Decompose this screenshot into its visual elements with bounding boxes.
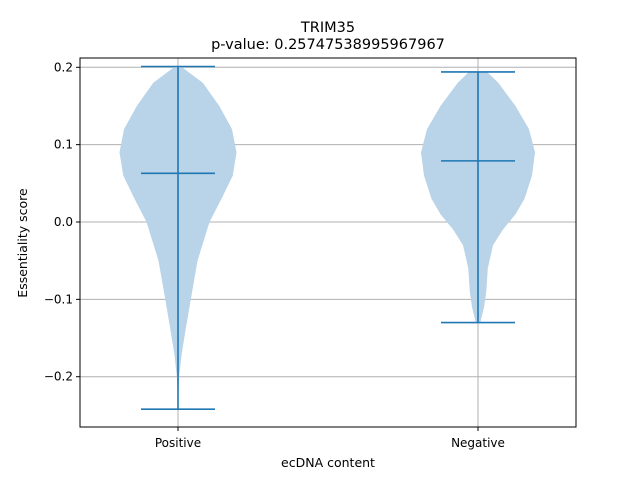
plot-frame <box>79 57 577 428</box>
y-tick-label: 0.2 <box>54 60 73 74</box>
y-tick-label: 0.0 <box>54 215 73 229</box>
chart-title: TRIM35 <box>300 20 355 36</box>
tick-layer: −0.2 −0.1 0.0 0.1 0.2 Positive Negative <box>44 60 505 450</box>
x-axis-label: ecDNA content <box>281 455 375 470</box>
y-tick-label: 0.1 <box>54 138 73 152</box>
y-tick-label: −0.1 <box>44 292 73 306</box>
y-axis-label: Essentiality score <box>15 188 30 298</box>
x-tick-label: Positive <box>155 436 201 450</box>
x-tick-label: Negative <box>451 436 505 450</box>
violin-layer <box>119 65 535 411</box>
chart-subtitle: p-value: 0.25747538995967967 <box>211 37 445 53</box>
y-tick-label: −0.2 <box>44 370 73 384</box>
